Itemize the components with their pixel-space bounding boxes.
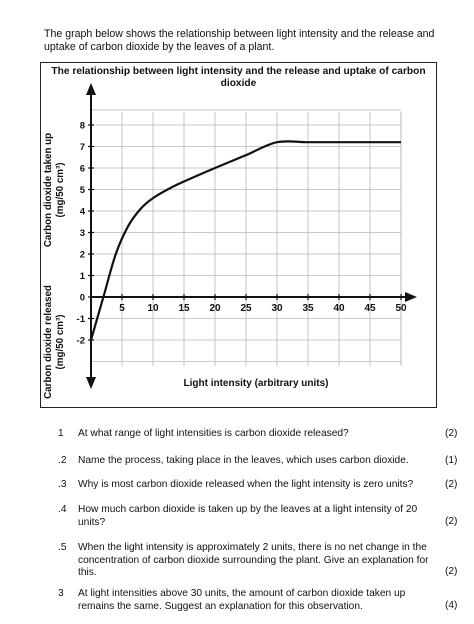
question-number: 3	[58, 588, 64, 599]
y-axis-arrow-up	[86, 83, 96, 95]
chart-title: The relationship between light intensity…	[51, 66, 426, 89]
y-tick-label: 0	[80, 293, 85, 304]
x-tick-label: 20	[209, 303, 221, 314]
question-text: How much carbon dioxide is taken up by t…	[78, 504, 418, 528]
x-tick-label: 5	[119, 303, 125, 314]
question-marks: (2)	[445, 566, 458, 577]
y-tick-label: -2	[77, 336, 85, 347]
question-number: 1	[58, 428, 64, 439]
question-number: .2	[58, 455, 67, 466]
y-tick-label: -1	[77, 314, 86, 325]
y-tick-label: 6	[80, 164, 85, 175]
x-tick-label: 25	[240, 303, 252, 314]
co2-curve	[89, 140, 401, 341]
question-marks: (2)	[445, 479, 458, 490]
x-axis-label: Light intensity (arbitrary units)	[183, 378, 328, 389]
y-axis-label-taken-up: Carbon dioxide taken up(mg/50 cm³)	[43, 133, 66, 247]
y-tick-label: 3	[80, 228, 85, 239]
intro-text: The graph below shows the relationship b…	[44, 28, 435, 53]
x-tick-label: 40	[333, 303, 345, 314]
y-tick-label: 7	[80, 142, 85, 153]
y-tick-label: 8	[80, 121, 85, 132]
x-tick-label: 10	[147, 303, 159, 314]
x-tick-label: 45	[364, 303, 376, 314]
x-tick-label: 15	[178, 303, 190, 314]
question-number: .4	[58, 504, 67, 515]
question-text: When the light intensity is approximatel…	[78, 542, 429, 578]
question-text: Why is most carbon dioxide released when…	[78, 479, 414, 490]
question-marks: (4)	[445, 600, 458, 611]
question-text: Name the process, taking place in the le…	[78, 455, 409, 466]
question-text: At what range of light intensities is ca…	[78, 428, 349, 439]
question-number: .3	[58, 479, 67, 490]
graph-figure: The relationship between light intensity…	[40, 62, 437, 408]
y-axis-arrow-down	[86, 377, 96, 389]
question-marks: (2)	[445, 428, 458, 439]
question-marks: (2)	[445, 516, 458, 527]
question-number: .5	[58, 542, 67, 553]
y-tick-label: 5	[80, 185, 86, 196]
y-tick-label: 2	[80, 250, 85, 261]
question-marks: (1)	[445, 455, 458, 466]
y-axis-label-released: Carbon dioxide released(mg/50 cm³)	[43, 285, 66, 399]
y-tick-label: 1	[80, 271, 86, 282]
x-tick-label: 35	[302, 303, 314, 314]
x-tick-label: 30	[271, 303, 283, 314]
y-tick-label: 4	[80, 207, 86, 218]
x-axis-arrow	[405, 292, 417, 302]
x-tick-label: 50	[395, 303, 407, 314]
question-text: At light intensities above 30 units, the…	[78, 588, 406, 612]
